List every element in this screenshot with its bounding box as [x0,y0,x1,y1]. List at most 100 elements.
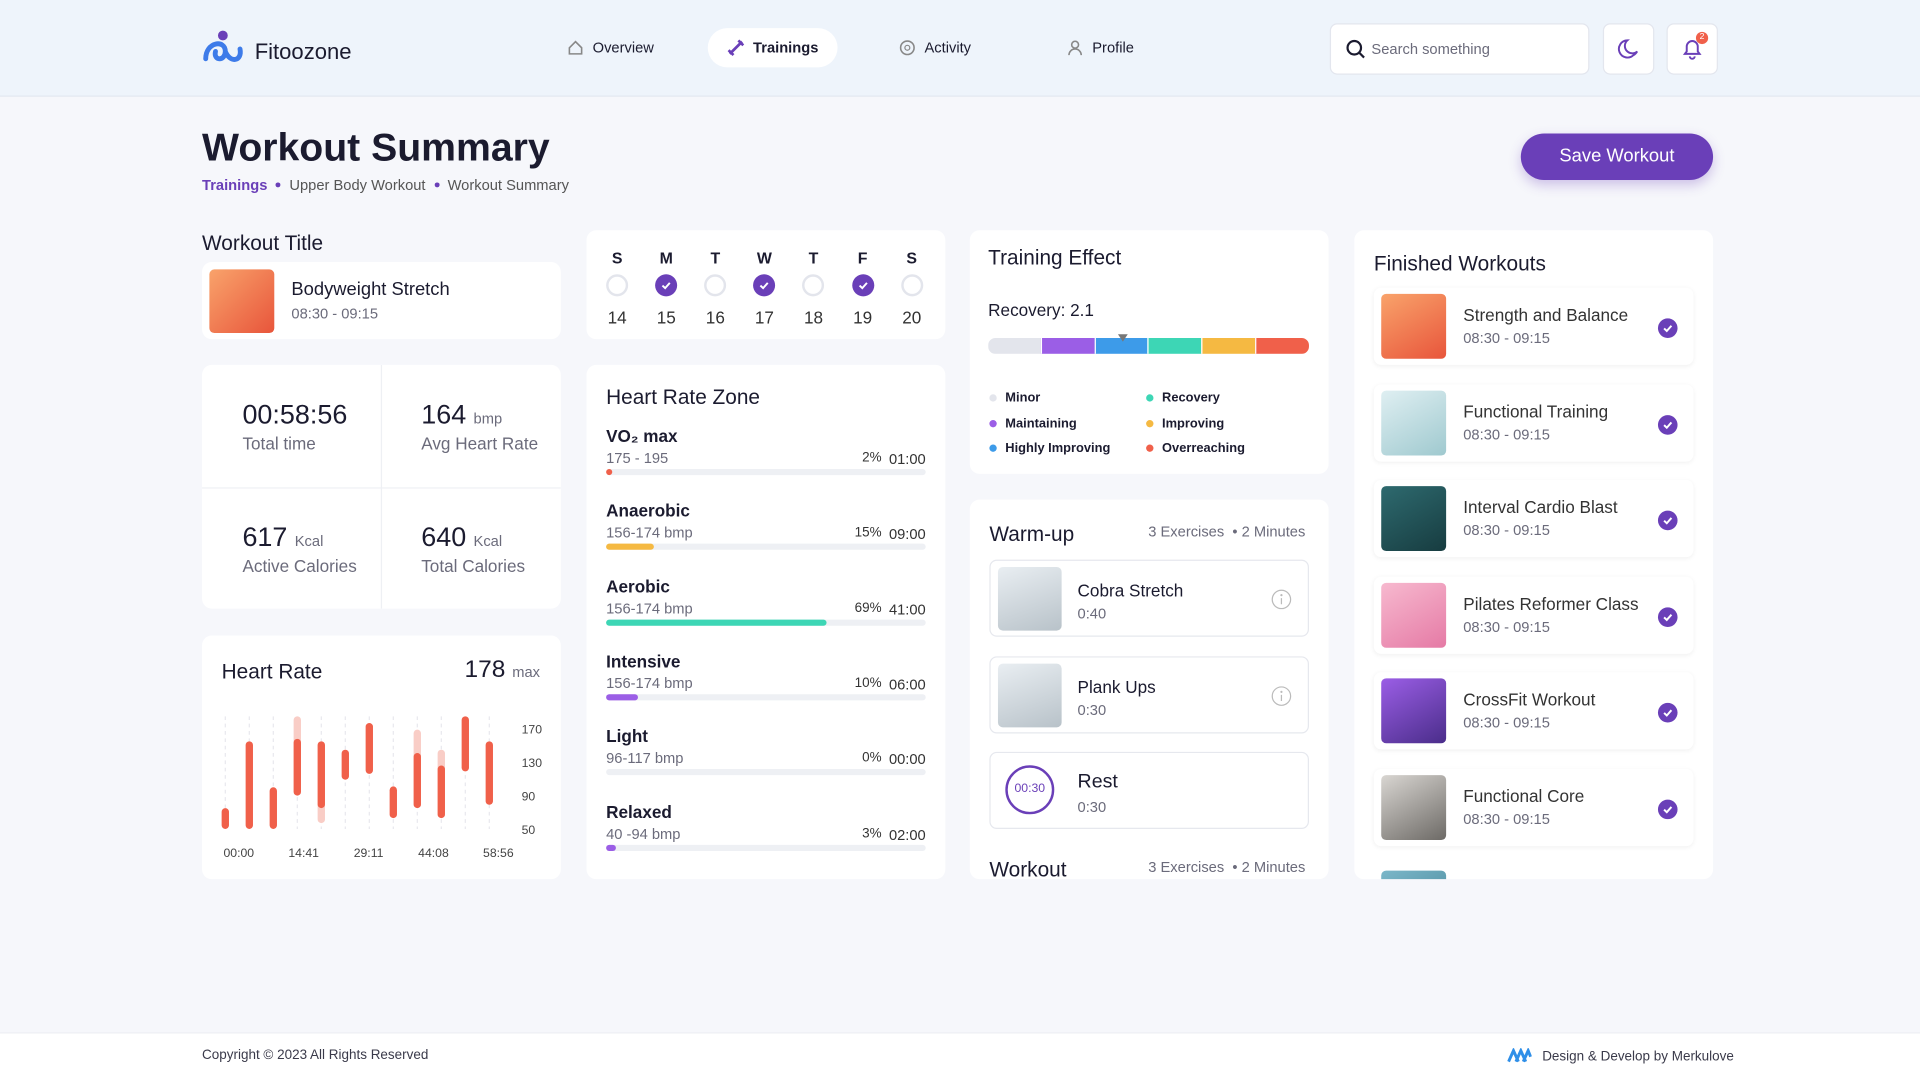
zone-name: Relaxed [606,801,672,822]
search-box[interactable]: Search something [1329,23,1590,75]
legend-label: Improving [1162,415,1225,431]
zone-bar [606,844,616,851]
stat-value: 00:58:56 [242,401,347,429]
nav-icon [1067,39,1084,56]
zone-range: 156-174 bmp [606,674,693,692]
exercise-item[interactable]: Cobra Stretch 0:40 [989,559,1309,637]
training-effect-card: Training Effect Recovery: 2.1 Minor Maint… [969,230,1329,474]
crumb-dot [434,182,439,188]
zone-percent: 2% [862,450,882,466]
exercise-item[interactable]: Plank Ups 0:30 [989,655,1309,733]
minutes: 2 Minutes [1241,858,1306,876]
nav-item[interactable]: Profile [1092,39,1134,57]
search-icon [1346,39,1365,59]
legend-label: Maintaining [1005,415,1077,431]
heart-rate-title: Heart Rate [221,660,323,684]
bar [389,786,397,819]
finished-image [1381,774,1447,840]
zone-time: 09:00 [888,525,926,543]
stat-value: 617 Kcal [242,523,323,551]
bar [341,749,349,780]
effect-segment [1147,337,1202,354]
finished-item[interactable]: Strength and Balance 08:30 - 09:15 [1374,288,1694,365]
finished-check [1657,606,1678,627]
zone-time: 02:00 [888,825,926,844]
effect-segment [1201,337,1256,354]
zone-card: Heart Rate Zone VO₂ max 175 - 195 2% 01:00 A… [586,364,946,880]
exercise-name: Cobra Stretch [1077,580,1184,600]
zone-bar [606,544,655,551]
day-done[interactable] [753,274,776,297]
recovery: Recovery: 2.1 [988,301,1094,318]
day-letter: S [906,248,918,267]
day-done[interactable] [851,274,874,297]
stat-number: 164 [421,399,467,430]
stat-label: Total time [242,433,316,454]
nav-item[interactable]: Activity [924,39,972,57]
day-letter: T [710,248,721,267]
legend-dot [989,394,997,402]
heart-rate-chart: 50 90 130 170 00:00 14:41 29:11 44:08 58:56 [221,716,543,860]
exercise-name: Rest [1077,771,1118,793]
brand[interactable]: Fitoozone [254,39,352,64]
zone-time: 00:00 [888,750,926,768]
heart-rate-max: 178 max [465,658,540,682]
y-tick-label: 170 [522,723,543,737]
finished-image [1381,486,1447,552]
recovery-value: 2.1 [1070,300,1094,320]
crumb[interactable]: Workout Summary [447,176,569,194]
zone-percent: 0% [862,750,882,766]
zone-bar [606,468,613,476]
finished-item[interactable]: Pilates Reformer Class 08:30 - 09:15 [1374,576,1694,653]
legend-label: Overreaching [1162,440,1245,456]
finished-item[interactable]: CrossFit Workout 08:30 - 09:15 [1374,672,1694,749]
day-open[interactable] [900,274,923,297]
exercise-count: 3 Exercises [1148,858,1225,876]
zone-percent: 10% [854,675,882,691]
theme-button[interactable] [1602,23,1655,75]
warm-up-title: Warm-up [989,522,1075,547]
notification-button[interactable]: 2 [1666,23,1718,75]
minutes: 2 Minutes [1241,522,1306,540]
day-date: 15 [656,307,676,327]
header: Fitoozone Overview Trainings Activity Profi… [0,0,1920,97]
effect-segment [988,337,1041,354]
day-open[interactable] [802,274,825,297]
crumb[interactable]: Trainings [202,176,268,194]
warm-up-card: Warm-up 3 Exercises • 2 Minutes Workout … [969,499,1329,880]
finished-item[interactable]: Functional Training 08:30 - 09:15 [1374,384,1694,461]
nav-item[interactable]: Trainings [753,39,819,57]
day-date: 14 [607,307,627,327]
day-done[interactable] [655,274,678,297]
save-button[interactable]: Save Workout [1520,133,1714,180]
workout-card: Bodyweight Stretch 08:30 - 09:15 [202,262,561,340]
bar [293,738,301,796]
finished-item[interactable]: Functional Core 08:30 - 09:15 [1374,768,1694,845]
nav-item[interactable]: Overview [592,39,654,57]
finished-name: Pilates Reformer Class [1463,593,1639,613]
finished-check [1657,414,1678,435]
crumb[interactable]: Upper Body Workout [289,176,426,194]
exercise-item[interactable]: 00:30 Rest 0:30 [989,751,1309,829]
zone-time: 41:00 [888,600,926,618]
footer: Copyright © 2023 All Rights Reserved Des… [0,1032,1920,1080]
day-open[interactable] [704,274,727,297]
effect-scale [988,337,1309,354]
zone-range: 96-117 bmp [606,749,684,767]
workout-name: Bodyweight Stretch [291,279,450,300]
bar [461,716,469,772]
finished-time: 08:30 - 09:15 [1463,713,1550,732]
finished-check [1657,798,1678,819]
finished-item[interactable]: Interval Cardio Blast 08:30 - 09:15 [1374,480,1694,557]
info-icon[interactable] [1271,685,1292,706]
finished-name: Functional Training [1463,401,1609,421]
info-icon[interactable] [1271,589,1292,610]
finished-card: Finished Workouts Strength and Balance 08… [1354,230,1714,880]
workout-heading: Workout Title [202,231,324,255]
day-open[interactable] [606,274,629,297]
legend-label: Highly Improving [1005,440,1111,456]
day-date: 18 [803,307,824,327]
search-placeholder: Search something [1371,40,1490,58]
credit[interactable]: Design & Develop by Merkulove [1542,1049,1734,1065]
